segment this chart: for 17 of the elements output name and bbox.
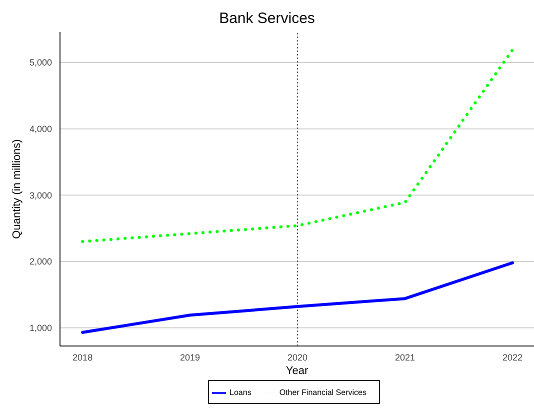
y-tick-label: 4,000	[29, 124, 52, 134]
line-series	[81, 48, 514, 244]
y-tick-label: 3,000	[29, 190, 52, 200]
legend-label: Other Financial Services	[279, 388, 366, 398]
chart-title: Bank Services	[218, 9, 316, 29]
line-series	[81, 261, 514, 334]
y-tick-label: 5,000	[29, 58, 52, 68]
y-axis-title: Quantity (in millions)	[10, 139, 23, 239]
x-tick-label: 2020	[288, 352, 308, 362]
legend-label: Loans	[230, 388, 252, 398]
y-tick-label: 1,000	[29, 322, 52, 333]
x-tick-label: 2021	[395, 352, 416, 362]
y-tick-label: 2,000	[29, 256, 52, 267]
x-tick-label: 2019	[180, 352, 200, 362]
x-tick-label: 2018	[72, 352, 93, 362]
x-axis-title: Year	[286, 365, 308, 377]
x-tick-label: 2022	[502, 352, 523, 362]
